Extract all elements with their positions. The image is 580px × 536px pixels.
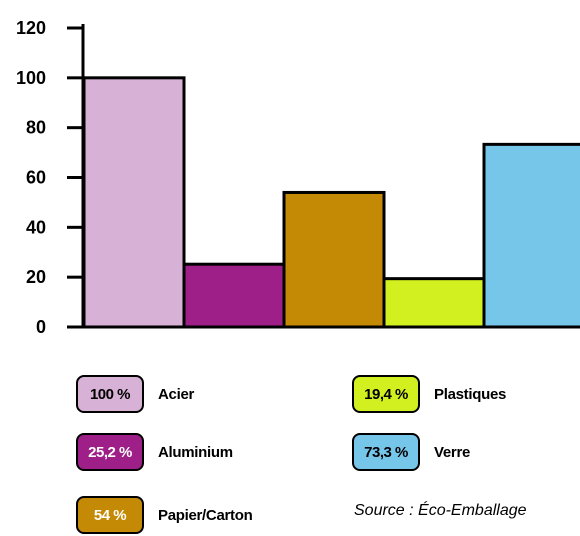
y-tick-label: 120 — [16, 18, 46, 38]
bar-verre — [482, 142, 580, 329]
legend-swatch-plastiques: 19,4 % — [352, 375, 420, 413]
bar-plastiques — [382, 277, 486, 329]
y-tick-label: 40 — [26, 217, 46, 237]
y-tick-label: 60 — [26, 168, 46, 188]
legend-swatch-verre: 73,3 % — [352, 433, 420, 471]
legend-swatch-aluminium: 25,2 % — [76, 433, 144, 471]
y-tick-label: 20 — [26, 267, 46, 287]
y-tick-label: 0 — [36, 317, 46, 337]
legend-label-verre: Verre — [434, 443, 471, 461]
legend-item-aluminium: 25,2 % Aluminium — [76, 431, 233, 473]
legend-item-verre: 73,3 % Verre — [352, 431, 470, 473]
legend-label-papier-carton: Papier/Carton — [158, 506, 253, 524]
y-tick-label: 100 — [16, 68, 46, 88]
legend-swatch-papier-carton: 54 % — [76, 496, 144, 534]
legend-item-papier-carton: 54 % Papier/Carton — [76, 494, 253, 536]
bar-acier — [82, 76, 186, 329]
legend-item-plastiques: 19,4 % Plastiques — [352, 373, 506, 415]
bar-aluminium — [182, 262, 286, 329]
legend-label-acier: Acier — [158, 385, 195, 403]
legend-item-acier: 100 % Acier — [76, 373, 194, 415]
legend-label-aluminium: Aluminium — [158, 443, 233, 461]
y-tick-label: 80 — [26, 118, 46, 138]
legend-label-plastiques: Plastiques — [434, 385, 507, 403]
bar-papier-carton — [282, 190, 386, 329]
legend-swatch-acier: 100 % — [76, 375, 144, 413]
source-note: Source : Éco-Emballage — [354, 502, 527, 519]
bar-chart: 0 20 40 60 80 100 120 — [16, 18, 580, 337]
